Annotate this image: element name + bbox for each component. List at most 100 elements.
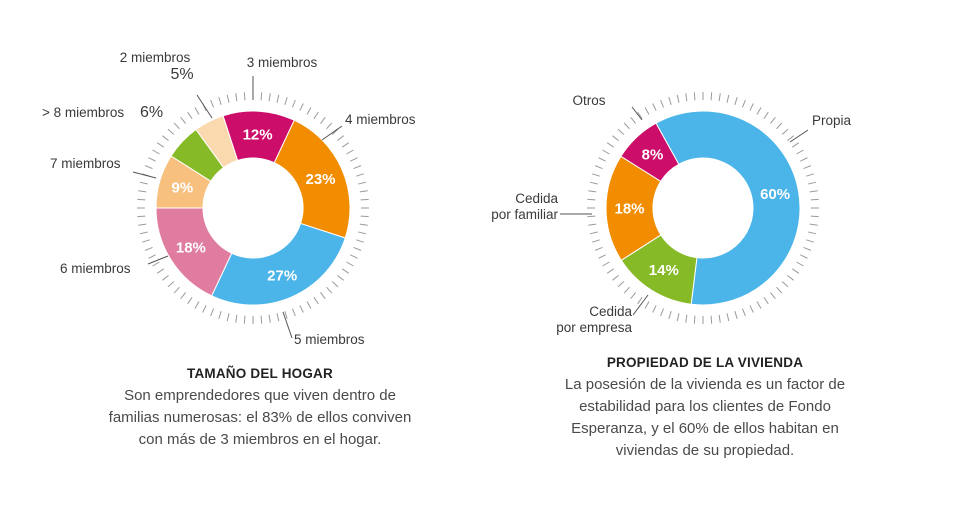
- tick-mark: [337, 274, 345, 281]
- housing-caption-text: La posesión de la vivienda es un factor …: [564, 376, 846, 459]
- tick-mark: [359, 223, 368, 226]
- tick-mark: [588, 190, 597, 193]
- tick-mark: [210, 308, 215, 317]
- tick-mark: [137, 215, 146, 218]
- tick-mark: [800, 157, 808, 162]
- label-cedida-empresa-1: Cedida: [589, 304, 632, 319]
- tick-mark: [144, 246, 153, 251]
- label-otros: Otros: [572, 93, 605, 108]
- tick-mark: [358, 231, 367, 235]
- tick-mark: [787, 135, 795, 142]
- leader-2-miembros: [196, 94, 213, 119]
- tick-mark: [594, 165, 603, 170]
- tick-mark: [356, 173, 364, 177]
- tick-mark: [809, 223, 818, 226]
- tick-mark: [142, 239, 150, 243]
- tick-mark: [138, 190, 147, 193]
- tick-mark: [587, 198, 596, 201]
- tick-mark: [268, 93, 271, 102]
- household-value-label-6-miembros: 18%: [176, 239, 206, 256]
- tick-mark: [313, 111, 319, 120]
- tick-mark: [226, 94, 230, 103]
- tick-mark: [156, 142, 165, 148]
- tick-mark: [210, 99, 215, 108]
- label-6-miembros: 6 miembros: [60, 261, 131, 276]
- tick-mark: [156, 268, 165, 274]
- tick-mark: [180, 292, 187, 300]
- tick-mark: [718, 93, 721, 102]
- tick-mark: [741, 99, 746, 108]
- housing-caption: PROPIEDAD DE LA VIVIENDA La posesión de …: [555, 355, 855, 462]
- label-5-miembros: 5 miembros: [294, 332, 365, 347]
- tick-mark: [194, 301, 200, 309]
- tick-mark: [718, 314, 721, 323]
- tick-mark: [592, 239, 600, 243]
- tick-mark: [644, 107, 650, 115]
- tick-mark: [356, 239, 364, 243]
- tick-mark: [803, 246, 812, 251]
- tick-mark: [306, 107, 312, 115]
- household-slice-2-miembros: [195, 115, 239, 169]
- label-2-miembros-pct: 5%: [170, 66, 193, 83]
- tick-mark: [630, 292, 637, 300]
- tick-mark: [360, 215, 369, 218]
- tick-mark: [243, 315, 246, 324]
- tick-mark: [341, 142, 350, 148]
- tick-mark: [787, 274, 795, 281]
- tick-mark: [617, 128, 625, 135]
- tick-mark: [611, 274, 619, 281]
- tick-mark: [796, 149, 804, 155]
- tick-mark: [144, 165, 153, 170]
- tick-mark: [806, 173, 814, 177]
- label-8-miembros: > 8 miembros: [42, 105, 124, 120]
- tick-mark: [660, 308, 665, 317]
- tick-mark: [138, 223, 147, 226]
- tick-mark: [776, 122, 783, 130]
- tick-mark: [161, 274, 169, 281]
- leader-7-miembros: [132, 171, 157, 179]
- tick-mark: [776, 286, 783, 294]
- tick-mark: [173, 122, 180, 130]
- tick-mark: [588, 223, 597, 226]
- tick-mark: [139, 231, 148, 235]
- tick-mark: [187, 296, 193, 305]
- tick-mark: [341, 268, 350, 274]
- tick-mark: [592, 173, 600, 177]
- tick-mark: [161, 135, 169, 142]
- tick-mark: [589, 181, 598, 185]
- housing-caption-title: PROPIEDAD DE LA VIVIENDA: [606, 355, 804, 370]
- tick-mark: [260, 92, 263, 101]
- housing-value-label-cedida-por-empresa: 14%: [649, 262, 679, 279]
- tick-mark: [769, 116, 776, 124]
- leader-lines: [132, 76, 809, 339]
- tick-mark: [791, 142, 800, 148]
- tick-mark: [685, 314, 688, 323]
- tick-mark: [173, 286, 180, 294]
- household-value-label-7-miembros: 9%: [172, 180, 194, 197]
- tick-mark: [668, 97, 672, 105]
- label-cedida-empresa-2: por empresa: [556, 320, 632, 335]
- tick-mark: [630, 116, 637, 124]
- tick-mark: [353, 165, 362, 170]
- tick-mark: [284, 311, 288, 319]
- tick-mark: [235, 93, 238, 102]
- tick-mark: [346, 261, 354, 267]
- tick-mark: [734, 97, 738, 105]
- tick-mark: [319, 292, 326, 300]
- tick-mark: [268, 314, 271, 323]
- tick-mark: [226, 313, 230, 322]
- housing-value-label-otros: 8%: [642, 147, 664, 164]
- household-slice-4-miembros: [273, 119, 351, 239]
- tick-mark: [353, 246, 362, 251]
- tick-mark: [602, 149, 610, 155]
- tick-mark: [299, 103, 304, 111]
- tick-mark: [187, 111, 193, 120]
- tick-mark: [350, 254, 358, 259]
- tick-mark: [358, 181, 367, 185]
- tick-mark: [137, 198, 146, 201]
- tick-mark: [276, 313, 280, 322]
- tick-mark: [319, 116, 326, 124]
- tick-mark: [167, 281, 175, 288]
- tick-mark: [359, 190, 368, 193]
- tick-mark: [749, 103, 754, 111]
